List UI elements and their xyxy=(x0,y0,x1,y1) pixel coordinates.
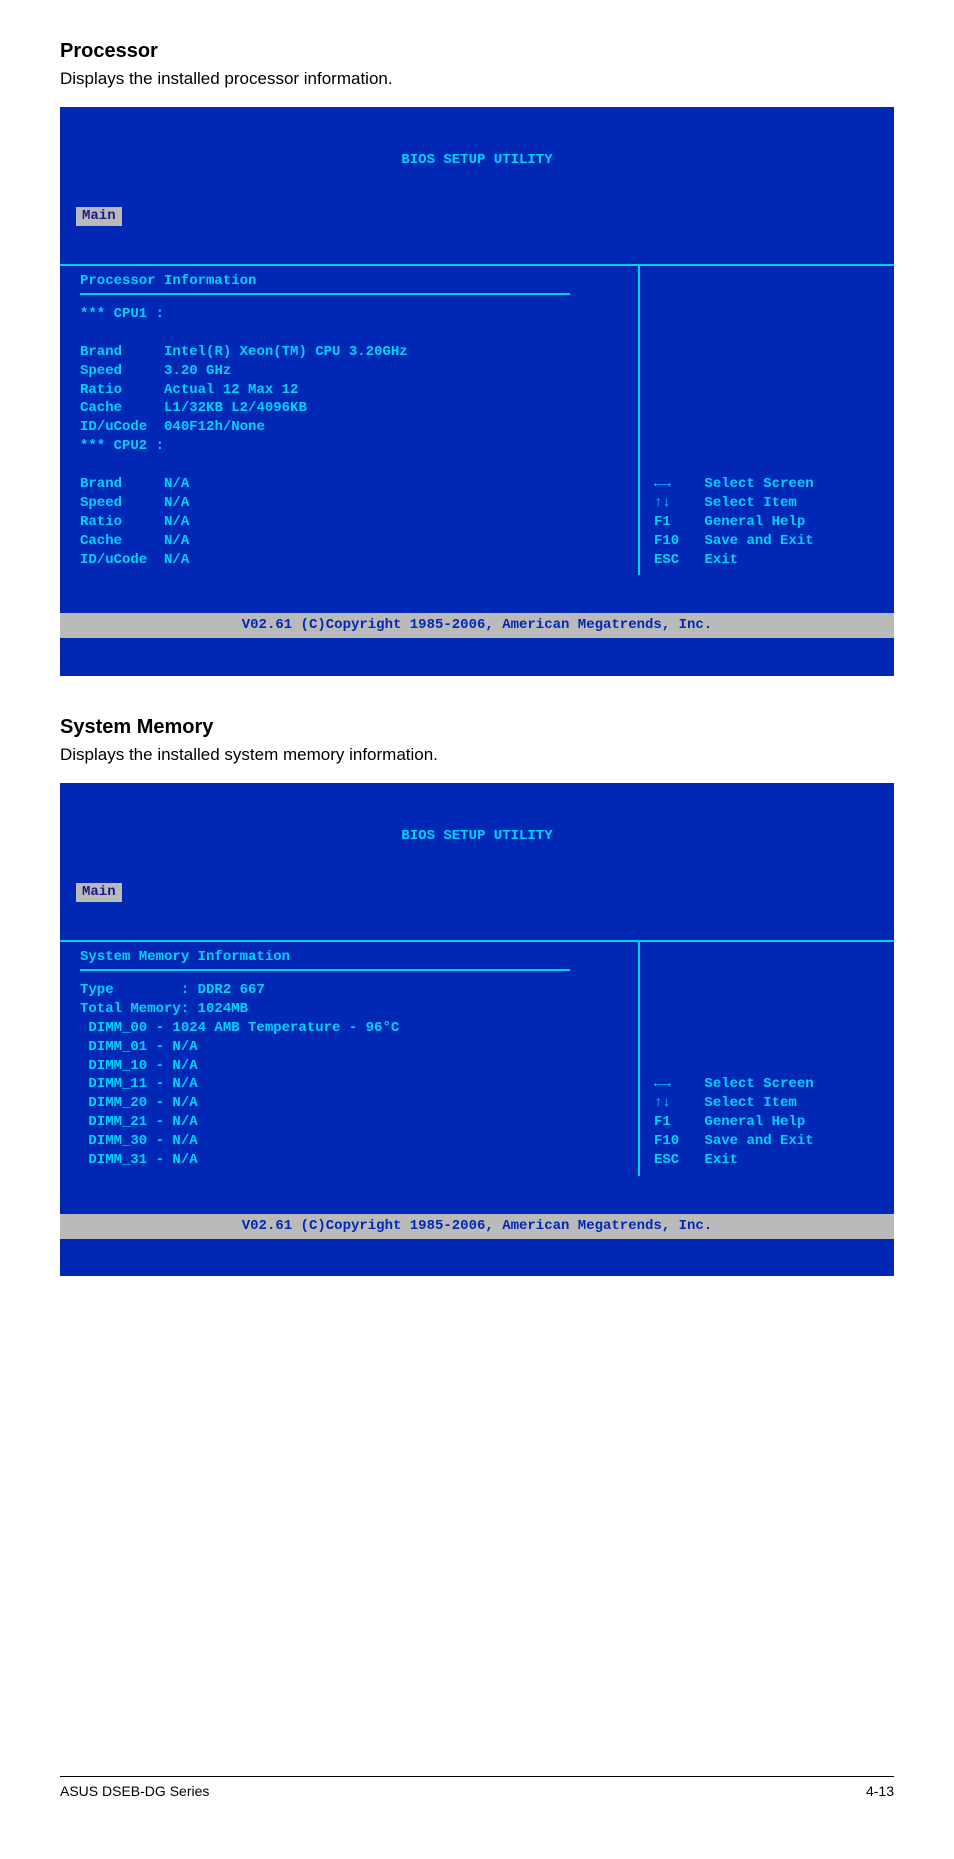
mem-row: DIMM_01 - N/A xyxy=(80,1039,198,1055)
tab-row: Main xyxy=(60,883,894,902)
processor-desc: Displays the installed processor informa… xyxy=(60,69,894,89)
memory-desc: Displays the installed system memory inf… xyxy=(60,745,894,765)
bios-copyright: V02.61 (C)Copyright 1985-2006, American … xyxy=(60,1214,894,1239)
help-row: ESC Exit xyxy=(654,1151,894,1170)
mem-row: DIMM_30 - N/A xyxy=(80,1133,198,1149)
help-row: F10 Save and Exit xyxy=(654,532,894,551)
cpu2-row: Cache N/A xyxy=(80,533,189,549)
mem-row: Type : DDR2 667 xyxy=(80,982,265,998)
memory-heading: System Memory xyxy=(60,716,894,739)
bios-copyright: V02.61 (C)Copyright 1985-2006, American … xyxy=(60,613,894,638)
bios-left-panel: System Memory Information Type : DDR2 667… xyxy=(60,942,638,1176)
processor-heading: Processor xyxy=(60,40,894,63)
tab-main[interactable]: Main xyxy=(76,883,122,902)
mem-row: DIMM_10 - N/A xyxy=(80,1058,198,1074)
cpu2-row: Brand N/A xyxy=(80,476,189,492)
section-title: Processor Information xyxy=(80,272,570,295)
mem-row: DIMM_20 - N/A xyxy=(80,1095,198,1111)
page-footer: ASUS DSEB-DG Series 4-13 xyxy=(60,1776,894,1799)
footer-right: 4-13 xyxy=(866,1783,894,1799)
bios-processor: BIOS SETUP UTILITY Main Processor Inform… xyxy=(60,107,894,676)
cpu2-row: Ratio N/A xyxy=(80,514,189,530)
cpu2-row: Speed N/A xyxy=(80,495,189,511)
cpu1-row: Cache L1/32KB L2/4096KB xyxy=(80,400,307,416)
cpu2-label: *** CPU2 : xyxy=(80,438,164,454)
help-row: ↑↓ Select Item xyxy=(654,494,894,513)
bios-left-panel: Processor Information *** CPU1 : Brand In… xyxy=(60,266,638,575)
tab-row: Main xyxy=(60,207,894,226)
footer-left: ASUS DSEB-DG Series xyxy=(60,1783,209,1799)
help-row: ←→ Select Screen xyxy=(654,475,894,494)
help-row: ESC Exit xyxy=(654,551,894,570)
bios-title: BIOS SETUP UTILITY xyxy=(60,821,894,846)
bios-right-panel: ←→ Select Screen ↑↓ Select Item F1 Gener… xyxy=(638,266,894,575)
help-row: F1 General Help xyxy=(654,1113,894,1132)
cpu2-row: ID/uCode N/A xyxy=(80,552,189,568)
tab-main[interactable]: Main xyxy=(76,207,122,226)
help-row: ↑↓ Select Item xyxy=(654,1094,894,1113)
section-title: System Memory Information xyxy=(80,948,570,971)
bios-memory: BIOS SETUP UTILITY Main System Memory In… xyxy=(60,783,894,1276)
cpu1-row: Brand Intel(R) Xeon(TM) CPU 3.20GHz xyxy=(80,344,408,360)
mem-row: DIMM_21 - N/A xyxy=(80,1114,198,1130)
mem-row: DIMM_31 - N/A xyxy=(80,1152,198,1168)
bios-right-panel: ←→ Select Screen ↑↓ Select Item F1 Gener… xyxy=(638,942,894,1176)
help-row: F1 General Help xyxy=(654,513,894,532)
cpu1-row: Speed 3.20 GHz xyxy=(80,363,231,379)
cpu1-label: *** CPU1 : xyxy=(80,306,164,322)
bios-title: BIOS SETUP UTILITY xyxy=(60,145,894,170)
mem-row: DIMM_11 - N/A xyxy=(80,1076,198,1092)
cpu1-row: ID/uCode 040F12h/None xyxy=(80,419,265,435)
mem-row: DIMM_00 - 1024 AMB Temperature - 96°C xyxy=(80,1020,399,1036)
help-row: ←→ Select Screen xyxy=(654,1075,894,1094)
help-row: F10 Save and Exit xyxy=(654,1132,894,1151)
cpu1-row: Ratio Actual 12 Max 12 xyxy=(80,382,298,398)
mem-row: Total Memory: 1024MB xyxy=(80,1001,248,1017)
